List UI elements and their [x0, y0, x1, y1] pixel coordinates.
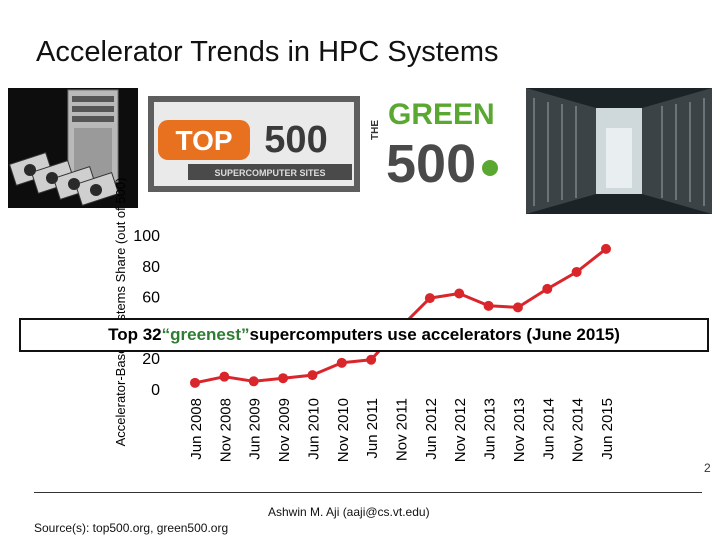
callout-box: Top 32 “greenest” supercomputers use acc…	[19, 318, 709, 352]
x-tick-label: Jun 2015	[599, 398, 616, 460]
gpu-server-image	[8, 88, 138, 208]
x-tick-label: Nov 2009	[276, 398, 293, 462]
y-axis: 020406080100	[133, 228, 160, 399]
callout-text-post: supercomputers use accelerators (June 20…	[249, 325, 620, 344]
y-tick-label: 60	[142, 290, 160, 307]
y-tick-label: 20	[142, 351, 160, 368]
datacenter-image	[526, 88, 712, 214]
data-point	[424, 293, 435, 304]
x-tick-label: Nov 2014	[570, 398, 587, 462]
data-point	[601, 243, 611, 254]
x-tick-label: Jun 2010	[305, 398, 322, 460]
data-point	[307, 370, 318, 381]
green500-logo: THE GREEN 500	[366, 90, 516, 194]
callout-text-highlight: “greenest”	[161, 325, 250, 344]
author-credit: Ashwin M. Aji (aaji@cs.vt.edu)	[268, 505, 430, 519]
x-axis: Jun 2008 Nov 2008 Jun 2009 Nov 2009 Jun 2010…	[188, 398, 616, 462]
data-point	[278, 373, 289, 384]
green500-logo-the: THE	[370, 120, 381, 140]
callout-text-pre: Top 32	[108, 325, 162, 344]
data-point	[248, 376, 259, 387]
y-tick-label: 100	[133, 228, 160, 245]
x-tick-label: Nov 2013	[511, 398, 528, 462]
series-line	[194, 247, 607, 385]
data-point	[483, 300, 494, 311]
x-tick-label: Jun 2012	[423, 398, 440, 460]
data-point	[190, 377, 200, 388]
source-credit: Source(s): top500.org, green500.org	[34, 521, 229, 535]
x-tick-label: Jun 2011	[364, 398, 381, 459]
y-tick-label: 80	[142, 259, 160, 276]
x-tick-label: Nov 2012	[452, 398, 469, 462]
x-tick-label: Jun 2009	[247, 398, 264, 460]
data-point	[542, 283, 553, 294]
x-tick-label: Nov 2008	[217, 398, 234, 462]
data-point	[219, 371, 230, 382]
top500-logo: TOP 500 SUPERCOMPUTER SITES	[148, 96, 360, 192]
data-point	[571, 266, 582, 277]
data-point	[512, 302, 523, 313]
x-tick-label: Jun 2013	[482, 398, 499, 460]
top500-logo-text-500: 500	[264, 119, 327, 161]
top500-logo-text-top: TOP	[175, 125, 232, 156]
y-tick-label: 0	[151, 382, 160, 399]
data-point	[454, 288, 465, 299]
plug-icon	[482, 160, 498, 176]
top500-logo-subtitle: SUPERCOMPUTER SITES	[214, 168, 325, 178]
x-tick-label: Jun 2014	[540, 398, 557, 460]
green500-logo-500: 500	[386, 134, 476, 194]
x-tick-label: Jun 2008	[188, 398, 205, 460]
data-point	[366, 354, 377, 365]
y-axis-title: Accelerator-Based Systems Share (out of …	[113, 178, 128, 447]
data-point	[336, 357, 347, 368]
footer-divider	[34, 492, 702, 493]
series-group	[190, 243, 611, 388]
x-tick-label: Nov 2011	[394, 398, 411, 461]
slide-title: Accelerator Trends in HPC Systems	[36, 36, 499, 68]
page-number: 2	[704, 461, 711, 475]
green500-logo-green: GREEN	[388, 98, 495, 131]
x-tick-label: Nov 2010	[335, 398, 352, 462]
